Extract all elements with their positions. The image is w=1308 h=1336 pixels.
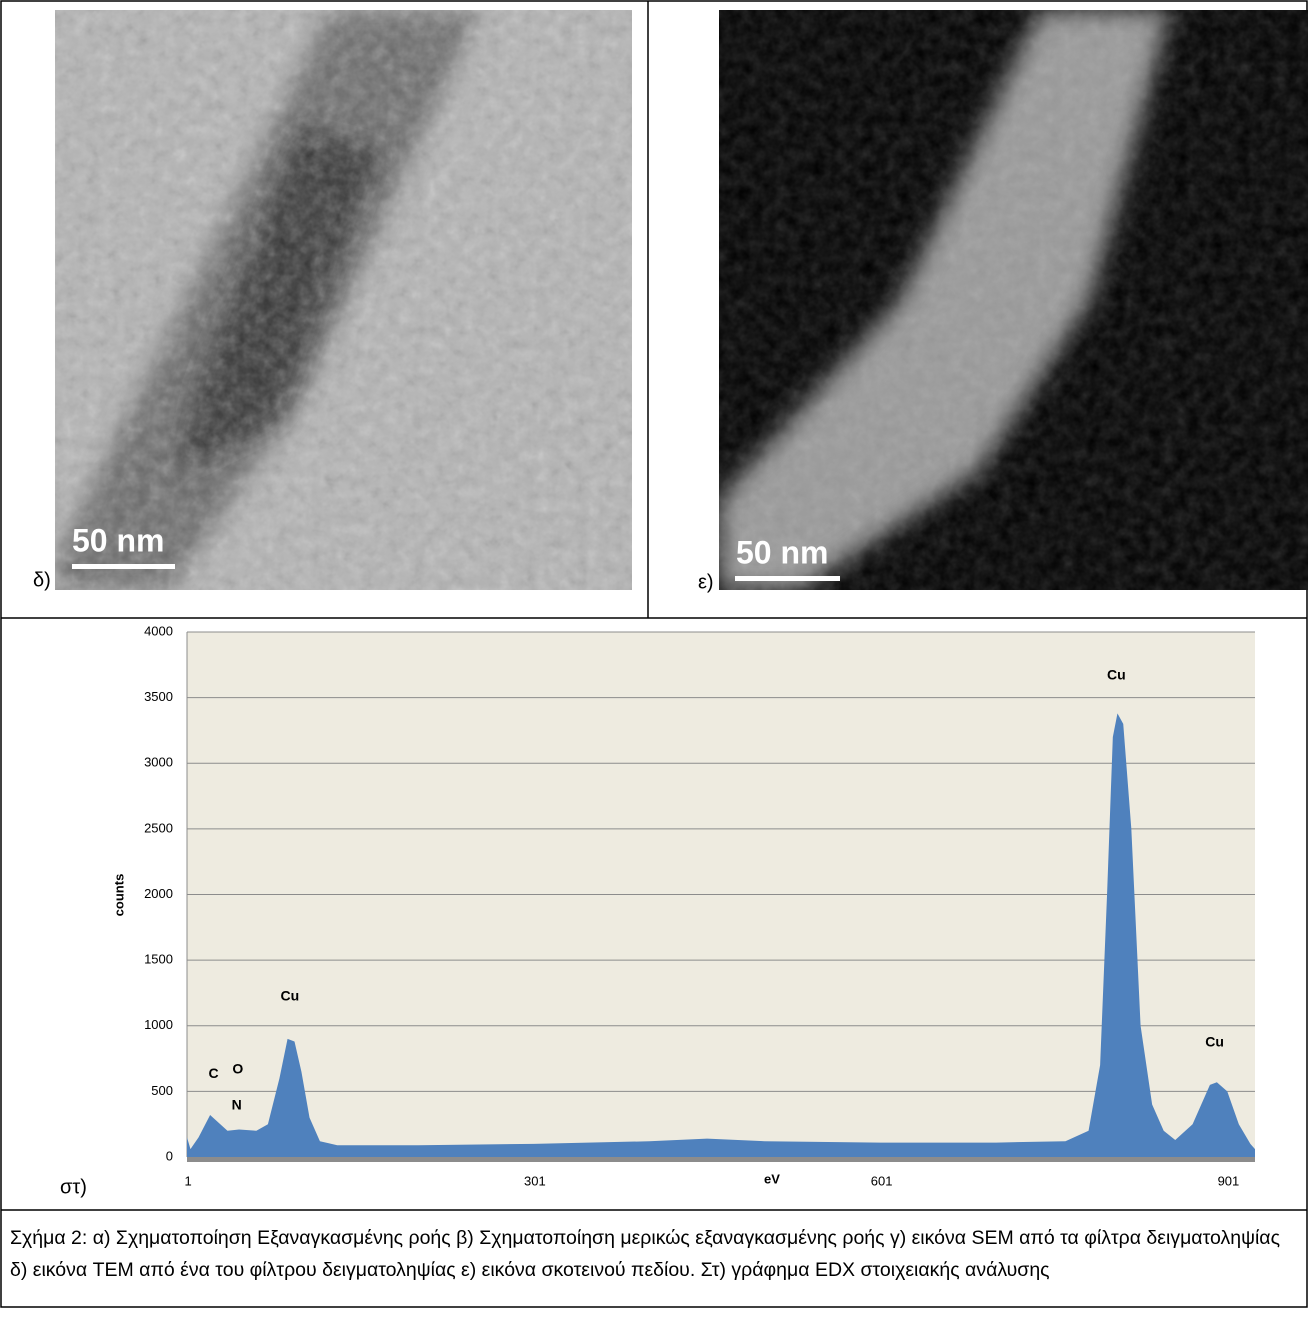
x-tick-label: 601: [871, 1173, 893, 1188]
y-tick-label: 3000: [144, 755, 173, 770]
y-tick-label: 2000: [144, 886, 173, 901]
x-axis-bar: [187, 1157, 1255, 1162]
y-tick-label: 3500: [144, 689, 173, 704]
caption: Σχήμα 2: α) Σχηματοποίηση Εξαναγκασμένης…: [10, 1227, 1280, 1281]
tem-image: [55, 10, 632, 590]
peak-label: Cu: [1107, 667, 1126, 683]
y-tick-label: 1500: [144, 952, 173, 967]
y-tick-label: 2500: [144, 820, 173, 835]
scale-bar-label: 50 nm: [736, 534, 828, 570]
spectrum-area: [187, 713, 1255, 1157]
x-tick-label: 1: [185, 1173, 192, 1188]
x-tick-label: 301: [524, 1173, 546, 1188]
x-tick-label: 901: [1218, 1173, 1240, 1188]
peak-label: O: [232, 1061, 243, 1077]
peak-label: C: [209, 1065, 219, 1081]
panel-label: δ): [33, 569, 51, 591]
y-axis-label: counts: [111, 874, 126, 917]
dark-field-image: [719, 10, 1308, 590]
scale-bar: [735, 576, 840, 581]
y-tick-label: 4000: [144, 623, 173, 638]
panel-label: ε): [698, 571, 714, 593]
panel-label: στ): [60, 1176, 87, 1198]
y-tick-label: 0: [166, 1148, 173, 1163]
peak-label: Cu: [1205, 1034, 1224, 1050]
table-borders: [0, 0, 1308, 1308]
x-axis-label: eV: [764, 1171, 780, 1186]
peak-label: N: [232, 1097, 242, 1113]
y-tick-label: 1000: [144, 1017, 173, 1032]
scale-bar: [72, 564, 175, 569]
y-tick-label: 500: [151, 1083, 173, 1098]
peak-label: Cu: [281, 988, 300, 1004]
scale-bar-label: 50 nm: [72, 522, 164, 558]
